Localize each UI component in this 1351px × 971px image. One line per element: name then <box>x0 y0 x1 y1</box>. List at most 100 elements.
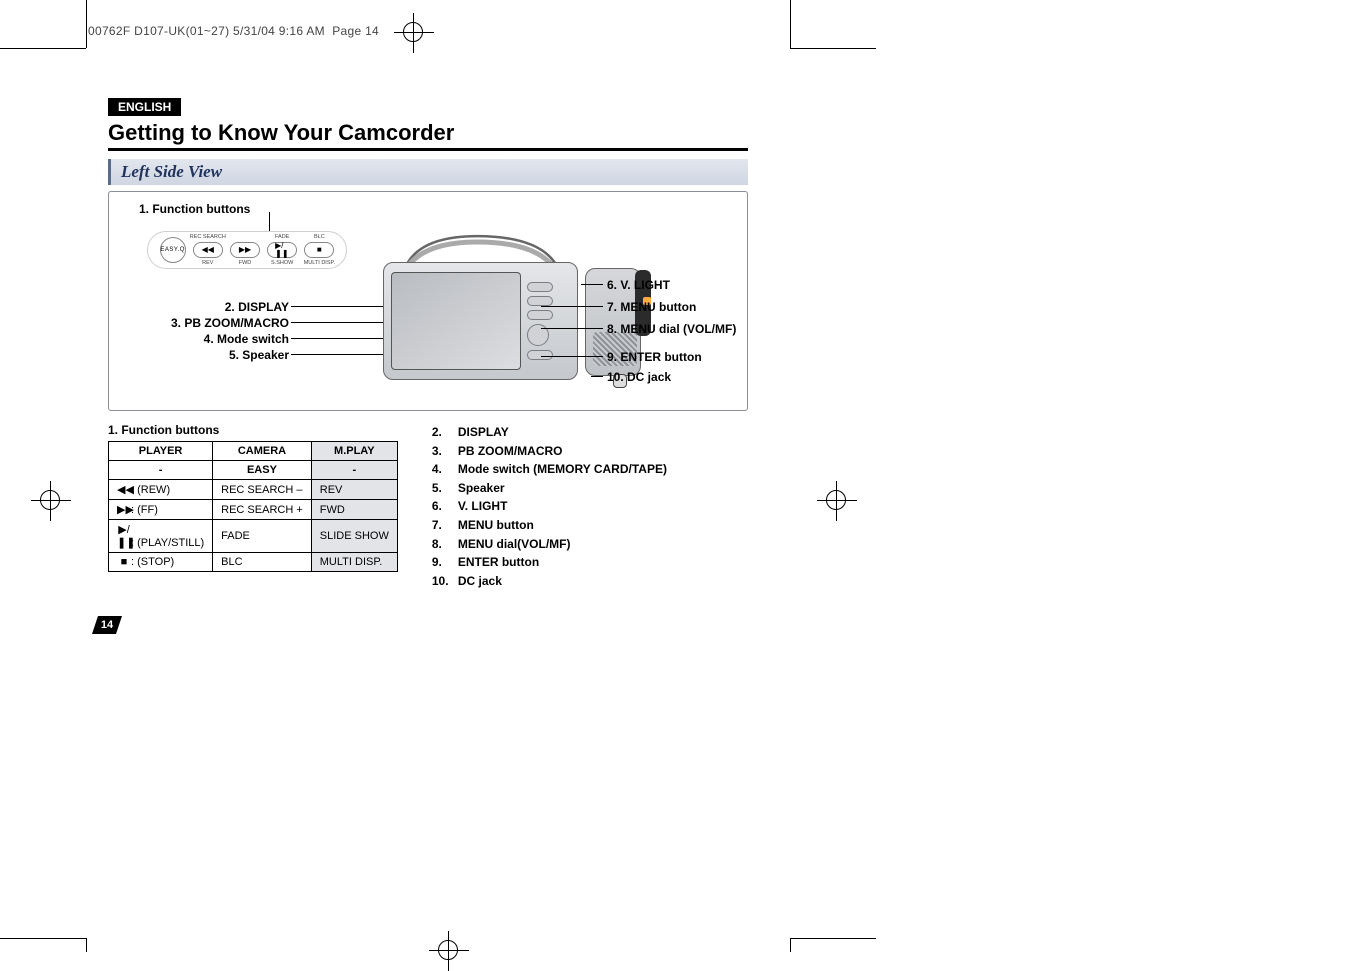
cap-play-bot: S.SHOW <box>271 260 293 266</box>
section-heading: Left Side View <box>108 159 748 185</box>
table-row: ▶▶: (FF) REC SEARCH + FWD <box>109 500 398 520</box>
lead-enter <box>541 356 603 357</box>
th-player: PLAYER <box>109 442 213 461</box>
rew-button[interactable]: REC SEARCH ◀◀ REV <box>193 242 223 258</box>
lead-fnbuttons <box>269 212 270 232</box>
cell-camera: BLC <box>213 553 312 572</box>
page-title: Getting to Know Your Camcorder <box>108 120 748 151</box>
lcd-panel <box>391 272 521 370</box>
lead-vlight <box>581 284 603 285</box>
label-dc: 10. DC jack <box>607 370 671 384</box>
list-item: 7.MENU button <box>432 516 667 535</box>
list-item: 5.Speaker <box>432 479 667 498</box>
ctrl-display-button[interactable] <box>527 282 553 292</box>
label-function-buttons: 1. Function buttons <box>139 202 250 216</box>
label-pbzoom: 3. PB ZOOM/MACRO <box>159 316 289 330</box>
label-speaker: 5. Speaker <box>219 348 289 362</box>
lead-menu <box>541 306 603 307</box>
lead-display <box>291 306 391 307</box>
label-display: 2. DISPLAY <box>209 300 289 314</box>
cell-player: ■: (STOP) <box>109 553 213 572</box>
list-item: 2.DISPLAY <box>432 423 667 442</box>
th-easy: EASY <box>213 461 312 480</box>
stop-button[interactable]: BLC ■ MULTI DISP. <box>304 242 334 258</box>
th-dash2: - <box>311 461 397 480</box>
crop-target-left <box>40 490 60 510</box>
ctrl-pbzoom-button[interactable] <box>527 296 553 306</box>
page-number-badge: 14 <box>92 616 122 634</box>
crop-line-bl2 <box>86 938 87 952</box>
list-item: 6.V. LIGHT <box>432 497 667 516</box>
crop-target-bottom <box>438 940 458 960</box>
table-row: PLAYER CAMERA M.PLAY <box>109 442 398 461</box>
running-head: 00762F D107-UK(01~27) 5/31/04 9:16 AM 14 <box>88 24 379 38</box>
th-camera: CAMERA <box>213 442 312 461</box>
th-mplay: M.PLAY <box>311 442 397 461</box>
playstill-icon: ▶/❚❚ <box>117 523 131 549</box>
function-table: PLAYER CAMERA M.PLAY - EASY - ◀◀: (REW) … <box>108 441 398 572</box>
label-modeswitch: 4. Mode switch <box>189 332 289 346</box>
crop-target-top <box>403 22 423 42</box>
ff-button[interactable]: ▶▶ FWD <box>230 242 260 258</box>
feature-list: 2.DISPLAY 3.PB ZOOM/MACRO 4.Mode switch … <box>432 423 667 590</box>
page: ENGLISH Getting to Know Your Camcorder L… <box>108 98 748 590</box>
crop-line-bl <box>0 938 86 939</box>
crop-target-right <box>826 490 846 510</box>
cell-player: ◀◀: (REW) <box>109 480 213 500</box>
crop-line-tr <box>790 0 791 48</box>
label-dial: 8. MENU dial (VOL/MF) <box>607 322 736 336</box>
lead-dial <box>541 328 603 329</box>
table-row: ▶/❚❚: (PLAY/STILL) FADE SLIDE SHOW <box>109 520 398 553</box>
ctrl-mode-switch[interactable] <box>527 310 553 320</box>
table-row: - EASY - <box>109 461 398 480</box>
cap-rew-bot: REV <box>202 260 213 266</box>
forward-icon: ▶▶ <box>117 503 131 516</box>
cell-mplay: MULTI DISP. <box>311 553 397 572</box>
crop-line-tr2 <box>790 48 876 49</box>
function-table-block: 1. Function buttons PLAYER CAMERA M.PLAY… <box>108 423 398 590</box>
list-item: 4.Mode switch (MEMORY CARD/TAPE) <box>432 460 667 479</box>
lead-dc <box>591 376 603 377</box>
list-item: 3.PB ZOOM/MACRO <box>432 442 667 461</box>
function-button-strip: EASY.Q REC SEARCH ◀◀ REV ▶▶ FWD FADE ▶/❚… <box>147 231 347 269</box>
list-item: 10.DC jack <box>432 572 667 591</box>
cell-camera: REC SEARCH + <box>213 500 312 520</box>
rewind-icon: ◀◀ <box>117 483 131 496</box>
crop-line-tl <box>86 0 87 48</box>
cell-camera: FADE <box>213 520 312 553</box>
below-diagram: 1. Function buttons PLAYER CAMERA M.PLAY… <box>108 423 748 590</box>
ff-icon: ▶▶ <box>239 246 251 254</box>
cell-player: ▶/❚❚: (PLAY/STILL) <box>109 520 213 553</box>
page-number: 14 <box>101 619 113 631</box>
left-side-diagram: 1. Function buttons EASY.Q REC SEARCH ◀◀… <box>108 191 748 411</box>
cap-rew-top: REC SEARCH <box>190 234 226 240</box>
cap-play-top: FADE <box>275 234 289 240</box>
table-row: ◀◀: (REW) REC SEARCH – REV <box>109 480 398 500</box>
ctrl-enter-button[interactable] <box>527 350 553 360</box>
cell-player: ▶▶: (FF) <box>109 500 213 520</box>
function-table-title: 1. Function buttons <box>108 423 398 437</box>
crop-line-br <box>790 938 791 952</box>
easy-button-label: EASY.Q <box>160 247 185 253</box>
label-menu: 7. MENU button <box>607 300 696 314</box>
th-dash: - <box>109 461 213 480</box>
list-item: 9.ENTER button <box>432 553 667 572</box>
cap-ff-bot: FWD <box>239 260 252 266</box>
list-item: 8.MENU dial(VOL/MF) <box>432 535 667 554</box>
rew-icon: ◀◀ <box>202 246 214 254</box>
stop-icon: ■ <box>117 556 131 568</box>
camcorder-illustration <box>377 222 587 392</box>
label-enter: 9. ENTER button <box>607 350 702 364</box>
play-button[interactable]: FADE ▶/❚❚ S.SHOW <box>267 242 297 258</box>
cap-stop-bot: MULTI DISP. <box>304 260 335 266</box>
control-column <box>527 278 561 366</box>
crop-line-top <box>0 48 86 49</box>
table-row: ■: (STOP) BLC MULTI DISP. <box>109 553 398 572</box>
cell-mplay: FWD <box>311 500 397 520</box>
cap-stop-top: BLC <box>314 234 325 240</box>
label-vlight: 6. V. LIGHT <box>607 278 670 292</box>
stop-icon: ■ <box>317 246 322 254</box>
crop-line-br2 <box>790 938 876 939</box>
language-tag: ENGLISH <box>108 98 181 116</box>
easy-button[interactable]: EASY.Q <box>160 237 186 263</box>
